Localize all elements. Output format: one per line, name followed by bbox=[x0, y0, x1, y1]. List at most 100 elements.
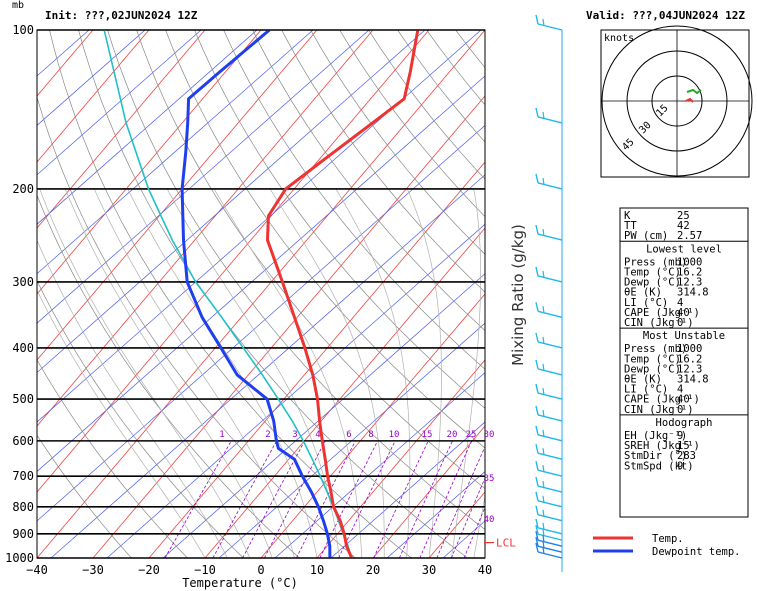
hodograph-frame bbox=[600, 29, 750, 178]
pressure-tick-label: 600 bbox=[12, 434, 34, 448]
wind-barb-flag bbox=[535, 425, 539, 436]
indices-label: CIN (Jkg⁻¹) bbox=[624, 317, 694, 329]
indices-label: TT bbox=[624, 220, 637, 232]
indices-label: LI (°C) bbox=[624, 297, 668, 309]
pressure-tick-label: 700 bbox=[12, 469, 34, 483]
isotherm-ice-line bbox=[37, 30, 370, 324]
wind-barb-flag bbox=[535, 14, 539, 25]
wind-barb-shaft bbox=[537, 527, 563, 535]
indices-label: θE (K) bbox=[624, 287, 662, 299]
isotherm-line bbox=[37, 30, 318, 361]
indices-value: 314.8 bbox=[677, 287, 709, 299]
mixing-ratio-line bbox=[463, 506, 485, 558]
wind-barb-flag bbox=[542, 409, 545, 417]
wind-barb-flag bbox=[535, 383, 539, 394]
wind-barb-shaft bbox=[537, 434, 563, 442]
isotherm-line bbox=[37, 30, 485, 558]
indices-label: Temp (°C) bbox=[624, 267, 681, 279]
wind-barb-flag bbox=[542, 509, 545, 517]
isotherm-ice-line bbox=[330, 421, 485, 558]
indices-label: LI (°C) bbox=[624, 384, 668, 396]
indices-value: 40 bbox=[677, 394, 690, 406]
indices-value: 9 bbox=[677, 460, 683, 472]
wind-barb-shaft bbox=[537, 275, 563, 283]
dry-adiabat bbox=[49, 30, 412, 558]
wind-barb-flag bbox=[542, 336, 545, 344]
wind-barb-shaft bbox=[537, 539, 563, 547]
mixing-ratio-label: 40 bbox=[484, 515, 495, 525]
mixing-ratio-label: 20 bbox=[447, 430, 458, 440]
wind-barb-flag bbox=[542, 522, 545, 530]
wind-barb-flag bbox=[535, 266, 539, 277]
wind-barb-flag bbox=[542, 306, 545, 314]
isotherm-ice-line bbox=[218, 322, 485, 558]
isotherm-line bbox=[37, 30, 150, 163]
wind-barb-flag bbox=[535, 524, 539, 535]
wind-barb-shaft bbox=[537, 116, 563, 124]
dry-adiabat bbox=[368, 30, 485, 180]
wind-barb-shaft bbox=[537, 414, 563, 422]
moist-adiabat bbox=[64, 188, 273, 558]
dry-adiabat bbox=[37, 194, 300, 558]
isotherm-ice-line bbox=[37, 30, 258, 225]
moist-adiabat bbox=[213, 188, 363, 558]
wind-barb-shaft bbox=[537, 469, 563, 477]
wind-barb-shaft bbox=[537, 452, 563, 460]
mixing-ratio-line bbox=[164, 440, 232, 558]
indices-label: CAPE (Jkg⁻¹) bbox=[624, 307, 700, 319]
dewpoint-profile bbox=[180, 30, 332, 558]
temperature-tick-label: −30 bbox=[82, 563, 104, 577]
isotherm-ice-line bbox=[37, 30, 426, 374]
moist-adiabat bbox=[37, 289, 206, 558]
wind-barb-shaft bbox=[537, 182, 563, 190]
isotherm-ice-line bbox=[37, 124, 485, 522]
pressure-tick-label: 900 bbox=[12, 527, 34, 541]
wind-barb-flag bbox=[542, 546, 545, 555]
mixing-ratio-line bbox=[451, 477, 485, 558]
wind-barb-flag bbox=[542, 495, 545, 503]
dry-adiabat bbox=[37, 279, 244, 558]
moist-adiabat bbox=[406, 188, 442, 558]
indices-label: θE (K) bbox=[624, 374, 662, 386]
moist-adiabat bbox=[269, 188, 385, 558]
wind-barb-flag bbox=[542, 111, 545, 120]
indices-value: 314.8 bbox=[677, 374, 709, 386]
hodograph-trace bbox=[686, 88, 702, 95]
mixing-ratio-label: 2 bbox=[265, 430, 270, 440]
isotherm-line bbox=[37, 30, 262, 295]
indices-label: EH (Jkg⁻¹) bbox=[624, 430, 687, 442]
wind-barb-flag bbox=[535, 542, 539, 553]
indices-label: Temp (°C) bbox=[624, 353, 681, 365]
mixing-ratio-line bbox=[264, 440, 326, 558]
wind-barb-flag bbox=[542, 429, 545, 437]
indices-value: 9 bbox=[677, 430, 683, 442]
wind-barb-flag bbox=[542, 229, 545, 237]
hodograph-title: knots bbox=[604, 33, 634, 44]
wind-barb-flag bbox=[535, 518, 539, 528]
isotherm-ice-line bbox=[37, 75, 485, 472]
indices-value: 1000 bbox=[677, 343, 702, 355]
wind-barb-shaft bbox=[537, 485, 563, 493]
indices-label: StmSpd (kt) bbox=[624, 460, 694, 472]
isotherm-line bbox=[204, 227, 485, 558]
indices-value: 0 bbox=[677, 404, 683, 416]
moist-adiabat bbox=[39, 188, 251, 558]
wind-barb-shaft bbox=[537, 233, 563, 241]
wind-barb-flag bbox=[542, 177, 545, 186]
dry-adiabat bbox=[194, 30, 485, 409]
temperature-tick-label: 30 bbox=[422, 563, 436, 577]
indices-value: 16.2 bbox=[677, 353, 702, 365]
wind-barb-flag bbox=[535, 224, 539, 235]
wind-barb-shaft bbox=[537, 368, 563, 376]
dry-adiabat bbox=[107, 30, 485, 530]
dry-adiabat bbox=[165, 30, 485, 449]
indices-label: StmDir (°) bbox=[624, 450, 687, 462]
wind-barb-shaft bbox=[537, 545, 563, 553]
indices-label: CAPE (Jkg⁻¹) bbox=[624, 394, 700, 406]
mixing-ratio-label: 25 bbox=[466, 430, 477, 440]
wind-barb-flag bbox=[542, 535, 545, 543]
legend-label: Dewpoint temp. bbox=[652, 546, 741, 558]
isotherm-line bbox=[37, 30, 206, 229]
indices-value: 12.3 bbox=[677, 363, 702, 375]
